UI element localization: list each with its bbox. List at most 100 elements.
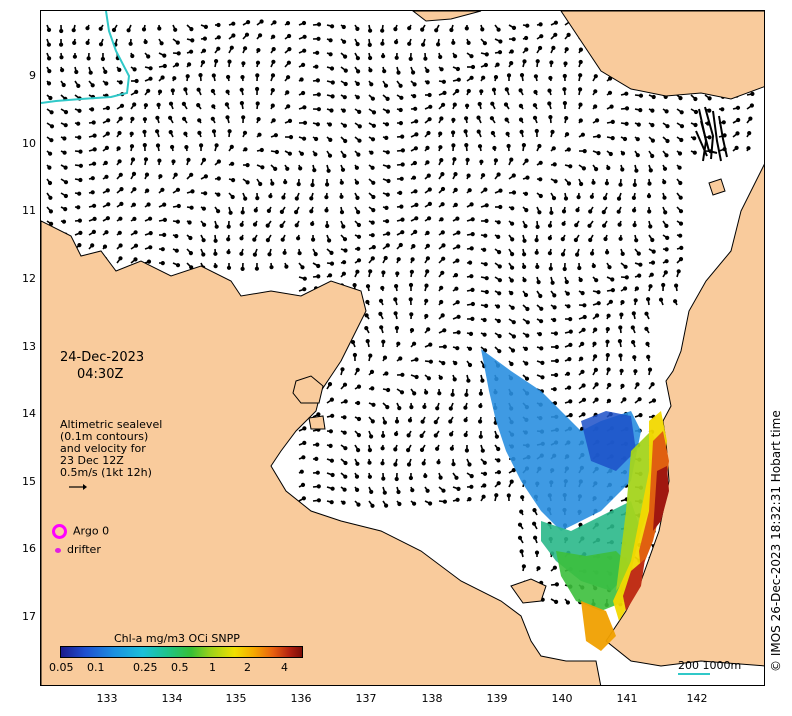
- velocity-arrow-head: [424, 283, 429, 288]
- velocity-arrow-head: [398, 107, 403, 113]
- velocity-arrow-head: [239, 236, 244, 241]
- velocity-arrow-head: [593, 367, 599, 373]
- velocity-arrow-head: [378, 311, 383, 317]
- velocity-arrow-head: [142, 129, 147, 134]
- velocity-arrow-head: [539, 346, 544, 351]
- velocity-arrow-head: [173, 172, 178, 177]
- velocity-arrow-head: [622, 397, 627, 402]
- velocity-arrow-head: [534, 250, 539, 255]
- velocity-arrow-head: [175, 219, 180, 224]
- velocity-arrow-head: [203, 191, 208, 196]
- velocity-arrow-head: [551, 45, 556, 51]
- velocity-arrow-head: [517, 522, 523, 527]
- velocity-arrow-head: [168, 115, 173, 120]
- velocity-arrow-head: [591, 263, 596, 269]
- velocity-arrow-head: [506, 73, 512, 78]
- velocity-arrow-head: [635, 153, 640, 158]
- velocity-arrow-head: [118, 243, 123, 248]
- velocity-arrow-head: [721, 120, 726, 125]
- velocity-arrow-head: [483, 62, 489, 68]
- velocity-arrow-head: [650, 122, 655, 128]
- velocity-arrow-head: [380, 446, 385, 451]
- velocity-arrow-head: [463, 405, 468, 410]
- velocity-arrow-head: [451, 130, 456, 135]
- velocity-arrow-head: [271, 34, 276, 39]
- velocity-arrow-head: [365, 339, 370, 344]
- velocity-arrow-head: [356, 416, 362, 422]
- velocity-arrow-head: [211, 104, 216, 109]
- legend-drifter: drifter: [52, 543, 101, 556]
- velocity-arrow-head: [511, 173, 516, 178]
- velocity-arrow-head: [162, 53, 167, 58]
- velocity-arrow-head: [634, 168, 639, 173]
- info-line: (0.1m contours): [60, 430, 149, 443]
- velocity-arrow-head: [469, 75, 474, 80]
- velocity-arrow-head: [565, 371, 571, 376]
- velocity-arrow-head: [339, 180, 344, 185]
- velocity-arrow-head: [155, 143, 161, 148]
- velocity-arrow-head: [385, 150, 390, 155]
- velocity-arrow-head: [282, 250, 287, 255]
- velocity-arrow-head: [300, 482, 306, 488]
- velocity-arrow-head: [214, 224, 219, 229]
- velocity-arrow-head: [371, 208, 376, 213]
- velocity-arrow-head: [239, 222, 244, 227]
- velocity-arrow-head: [594, 382, 599, 387]
- velocity-arrow-head: [364, 326, 369, 331]
- velocity-arrow-head: [273, 133, 278, 138]
- velocity-arrow-head: [438, 145, 443, 150]
- velocity-arrow-head: [593, 89, 598, 94]
- velocity-arrow-head: [493, 74, 499, 80]
- velocity-arrow-head: [270, 87, 275, 93]
- velocity-arrow-head: [644, 311, 649, 316]
- velocity-arrow-head: [580, 341, 585, 347]
- land-torres: [708, 178, 726, 196]
- velocity-arrow-head: [130, 53, 135, 59]
- velocity-arrow-head: [661, 282, 666, 288]
- velocity-arrow-head: [357, 124, 362, 129]
- velocity-arrow-head: [578, 181, 584, 187]
- velocity-arrow-head: [91, 229, 97, 234]
- velocity-arrow-head: [470, 64, 476, 70]
- velocity-arrow-head: [520, 495, 525, 500]
- velocity-arrow-head: [184, 145, 189, 150]
- velocity-arrow-head: [419, 433, 424, 439]
- velocity-arrow-head: [566, 385, 572, 390]
- velocity-arrow-head: [440, 186, 446, 192]
- velocity-arrow-head: [63, 165, 68, 170]
- velocity-arrow-head: [393, 462, 398, 467]
- velocity-arrow-head: [386, 178, 391, 184]
- velocity-arrow-head: [256, 116, 261, 122]
- velocity-arrow-head: [664, 223, 669, 228]
- velocity-arrow-head: [442, 344, 447, 349]
- velocity-arrow-head: [284, 264, 289, 269]
- velocity-arrow-head: [381, 476, 386, 481]
- velocity-arrow-head: [678, 180, 683, 186]
- velocity-arrow-head: [521, 564, 527, 569]
- velocity-arrow-head: [400, 162, 405, 167]
- velocity-arrow-head: [553, 20, 559, 25]
- map-panel[interactable]: [40, 10, 765, 686]
- velocity-arrow-head: [312, 168, 317, 173]
- velocity-arrow-head: [367, 474, 373, 479]
- velocity-arrow-head: [202, 36, 207, 41]
- velocity-arrow-head: [329, 500, 334, 505]
- velocity-arrow-head: [451, 117, 456, 122]
- velocity-arrow-head: [197, 118, 202, 123]
- velocity-arrow-head: [134, 89, 139, 94]
- velocity-arrow-head: [386, 231, 391, 236]
- velocity-arrow-head: [650, 138, 656, 143]
- velocity-arrow-head: [216, 46, 221, 51]
- velocity-arrow-head: [618, 325, 623, 330]
- velocity-arrow-head: [439, 116, 444, 121]
- velocity-arrow-head: [503, 102, 509, 107]
- velocity-arrow-head: [601, 210, 606, 215]
- velocity-arrow-head: [343, 81, 348, 87]
- velocity-arrow-head: [216, 209, 221, 214]
- velocity-arrow-head: [491, 87, 497, 92]
- velocity-arrow-head: [467, 362, 473, 368]
- velocity-arrow-head: [624, 91, 629, 96]
- velocity-arrow-head: [605, 353, 610, 358]
- velocity-arrow-head: [48, 151, 53, 156]
- velocity-arrow-head: [399, 204, 404, 209]
